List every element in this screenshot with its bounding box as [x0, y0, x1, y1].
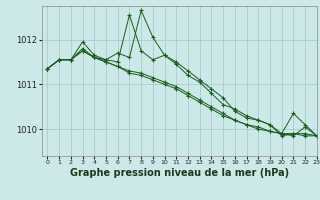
- X-axis label: Graphe pression niveau de la mer (hPa): Graphe pression niveau de la mer (hPa): [70, 168, 289, 178]
